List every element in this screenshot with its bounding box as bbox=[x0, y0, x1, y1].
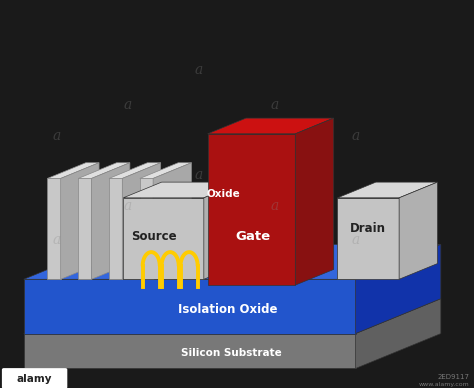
Text: a: a bbox=[195, 168, 203, 182]
Text: a: a bbox=[351, 234, 360, 248]
Polygon shape bbox=[109, 178, 122, 279]
Text: Silicon Substrate: Silicon Substrate bbox=[182, 348, 282, 358]
Polygon shape bbox=[24, 244, 441, 279]
Polygon shape bbox=[47, 163, 99, 178]
Polygon shape bbox=[78, 178, 91, 279]
Polygon shape bbox=[24, 299, 441, 334]
Polygon shape bbox=[295, 118, 334, 285]
Polygon shape bbox=[337, 182, 438, 198]
Text: Oxide: Oxide bbox=[207, 189, 240, 199]
Polygon shape bbox=[61, 163, 99, 279]
Polygon shape bbox=[47, 178, 61, 279]
FancyBboxPatch shape bbox=[2, 368, 67, 388]
Text: a: a bbox=[53, 234, 61, 248]
Polygon shape bbox=[123, 198, 204, 279]
Polygon shape bbox=[208, 134, 295, 285]
Polygon shape bbox=[140, 163, 191, 178]
Polygon shape bbox=[24, 334, 355, 369]
Text: 2ED9117: 2ED9117 bbox=[437, 374, 469, 380]
Polygon shape bbox=[399, 182, 438, 279]
Polygon shape bbox=[109, 163, 161, 178]
Polygon shape bbox=[208, 118, 334, 134]
Polygon shape bbox=[122, 163, 161, 279]
Polygon shape bbox=[356, 299, 441, 369]
Polygon shape bbox=[140, 178, 153, 279]
Text: a: a bbox=[271, 199, 279, 213]
Text: a: a bbox=[53, 129, 61, 143]
Text: a: a bbox=[351, 129, 360, 143]
Polygon shape bbox=[337, 198, 399, 279]
Text: www.alamy.com: www.alamy.com bbox=[419, 382, 469, 387]
Text: alamy: alamy bbox=[17, 374, 52, 384]
Text: a: a bbox=[195, 63, 203, 77]
Text: a: a bbox=[124, 199, 132, 213]
Polygon shape bbox=[153, 163, 191, 279]
Polygon shape bbox=[91, 163, 130, 279]
Text: Gate: Gate bbox=[236, 230, 271, 243]
Text: Isolation Oxide: Isolation Oxide bbox=[178, 303, 277, 316]
Polygon shape bbox=[24, 279, 355, 334]
Text: Source: Source bbox=[131, 230, 177, 243]
Text: a: a bbox=[124, 98, 132, 112]
Polygon shape bbox=[78, 163, 130, 178]
Text: Drain: Drain bbox=[350, 222, 386, 235]
Polygon shape bbox=[356, 244, 441, 334]
Text: a: a bbox=[271, 98, 279, 112]
Polygon shape bbox=[204, 182, 242, 279]
Polygon shape bbox=[123, 182, 242, 198]
